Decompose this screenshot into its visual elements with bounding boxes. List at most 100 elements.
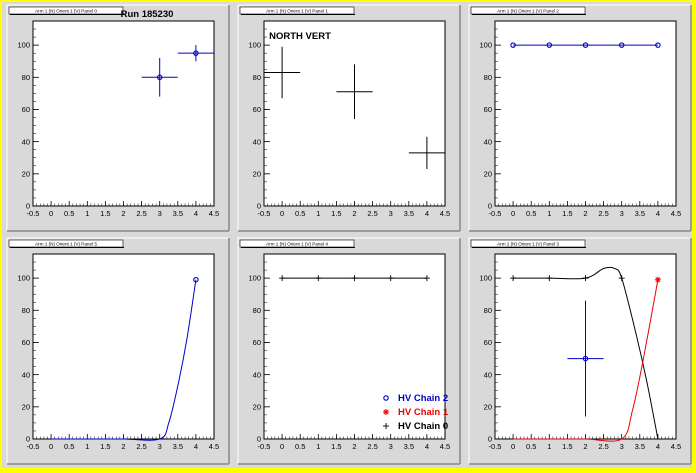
- legend-star-d2: [383, 409, 389, 415]
- legend-label: HV Chain 0: [398, 421, 448, 432]
- data-point: [618, 275, 625, 282]
- data-point: [315, 275, 322, 282]
- plot-area: [32, 253, 215, 440]
- x-tick-label: 2.5: [136, 442, 146, 451]
- x-tick-label: 1.5: [331, 209, 341, 218]
- legend-marker: [383, 409, 389, 415]
- x-tick-label: 1: [316, 442, 320, 451]
- x-tick-label: 2.5: [598, 209, 608, 218]
- x-tick-label: 4: [194, 442, 198, 451]
- y-tick-label: 40: [253, 370, 261, 379]
- data-point: [582, 275, 589, 282]
- error-bar: [567, 300, 604, 417]
- x-tick-label: 2: [121, 209, 125, 218]
- y-tick-label: 0: [26, 435, 30, 444]
- x-tick-label: 4: [656, 209, 660, 218]
- legend-marker: [383, 423, 389, 429]
- data-point: [351, 275, 358, 282]
- pad-label-text: Arm 1 (N) Orient 1 (V) Panel 0: [35, 9, 97, 14]
- x-tick-label: 4.5: [440, 442, 450, 451]
- error-bar: [264, 46, 301, 99]
- pad-2: Arm 1 (N) Orient 1 (V) Panel 2-0.5 0 0.5 1 1…: [468, 4, 692, 232]
- x-tick-label: 2.5: [136, 209, 146, 218]
- x-tick-label: -0.5: [489, 209, 502, 218]
- x-tick-label: 2.5: [367, 209, 377, 218]
- x-tick-label: 2: [121, 442, 125, 451]
- plot-area: [494, 20, 677, 207]
- x-tick-label: 1.5: [100, 442, 110, 451]
- data-point: [618, 42, 625, 48]
- x-tick-label: 1: [547, 209, 551, 218]
- y-tick-label: 100: [248, 274, 261, 283]
- x-tick-label: 0: [49, 209, 53, 218]
- x-tick-label: -0.5: [489, 442, 502, 451]
- y-tick-label: 40: [22, 370, 30, 379]
- pad-1: Arm 1 (N) Orient 1 (V) Panel 1-0.5 0 0.5 1 1…: [237, 4, 461, 232]
- plot-area: [263, 253, 446, 440]
- pad-label: Arm 1 (N) Orient 1 (V) Panel 1: [239, 6, 355, 15]
- plot-area: [32, 20, 215, 207]
- y-tick-label: 100: [17, 274, 30, 283]
- x-tick-label: 1: [85, 209, 89, 218]
- series-curve: [513, 266, 659, 440]
- y-tick-label: 80: [253, 73, 261, 82]
- x-tick-label: 0.5: [526, 209, 536, 218]
- x-tick-label: 3: [158, 209, 162, 218]
- y-tick-label: 80: [253, 306, 261, 315]
- y-tick-label: 100: [248, 41, 261, 50]
- y-tick-label: 40: [22, 137, 30, 146]
- y-tick-label: 20: [22, 402, 30, 411]
- x-tick-label: 1.5: [100, 209, 110, 218]
- x-tick-label: 2.5: [367, 442, 377, 451]
- series-2: [567, 300, 604, 417]
- x-tick-label: 2.5: [598, 442, 608, 451]
- pad-5: Arm 1 (N) Orient 1 (V) Panel 3-0.5 0 0.5 1 1…: [468, 237, 692, 465]
- legend-circle: [383, 395, 389, 401]
- y-tick-label: 100: [17, 41, 30, 50]
- x-tick-label: 4.5: [209, 209, 219, 218]
- legend-label: HV Chain 2: [398, 393, 448, 404]
- x-tick-label: -0.5: [27, 442, 40, 451]
- data-point: [510, 42, 516, 48]
- pad-4: Arm 1 (N) Orient 1 (V) Panel 4-0.5 0 0.5 1 1…: [237, 237, 461, 465]
- series-0: [510, 42, 661, 48]
- x-tick-label: -0.5: [27, 209, 40, 218]
- y-tick-label: 100: [479, 274, 492, 283]
- series-0: [51, 276, 199, 441]
- canvas-frame: Arm 1 (N) Orient 1 (V) Panel 0 -0.5 0 0.5 1 1…: [2, 2, 692, 468]
- pad-label: Arm 1 (N) Orient 1 (V) Panel 5: [8, 239, 124, 248]
- x-tick-label: 4.5: [440, 209, 450, 218]
- y-tick-label: 20: [484, 402, 492, 411]
- series-0: [264, 46, 445, 169]
- data-point: [582, 42, 589, 48]
- x-tick-label: 3: [158, 442, 162, 451]
- y-tick-label: 60: [253, 338, 261, 347]
- data-point: [655, 42, 661, 48]
- y-tick-label: 60: [484, 338, 492, 347]
- chart-title: Run 185230: [121, 9, 174, 20]
- series-curve: [513, 279, 659, 442]
- y-tick-label: 80: [484, 306, 492, 315]
- x-tick-label: 0: [511, 442, 515, 451]
- pad-label-text: Arm 1 (N) Orient 1 (V) Panel 5: [35, 242, 97, 247]
- y-tick-label: 60: [22, 105, 30, 114]
- y-tick-label: 20: [253, 402, 261, 411]
- y-tick-label: 20: [253, 169, 261, 178]
- x-tick-label: 3: [389, 442, 393, 451]
- x-tick-label: 2: [352, 442, 356, 451]
- x-tick-label: 0.5: [295, 442, 305, 451]
- x-tick-label: 3.5: [404, 442, 414, 451]
- x-tick-label: 2: [583, 209, 587, 218]
- data-point: [193, 50, 199, 56]
- x-tick-label: 3: [620, 442, 624, 451]
- series-curve: [51, 279, 197, 441]
- data-point: [423, 275, 430, 282]
- y-tick-label: 0: [488, 435, 492, 444]
- x-tick-label: 1: [547, 442, 551, 451]
- x-tick-label: 3: [389, 209, 393, 218]
- x-tick-label: 2: [352, 209, 356, 218]
- pad-label-text: Arm 1 (N) Orient 1 (V) Panel 1: [266, 9, 328, 14]
- series-1: [513, 276, 661, 442]
